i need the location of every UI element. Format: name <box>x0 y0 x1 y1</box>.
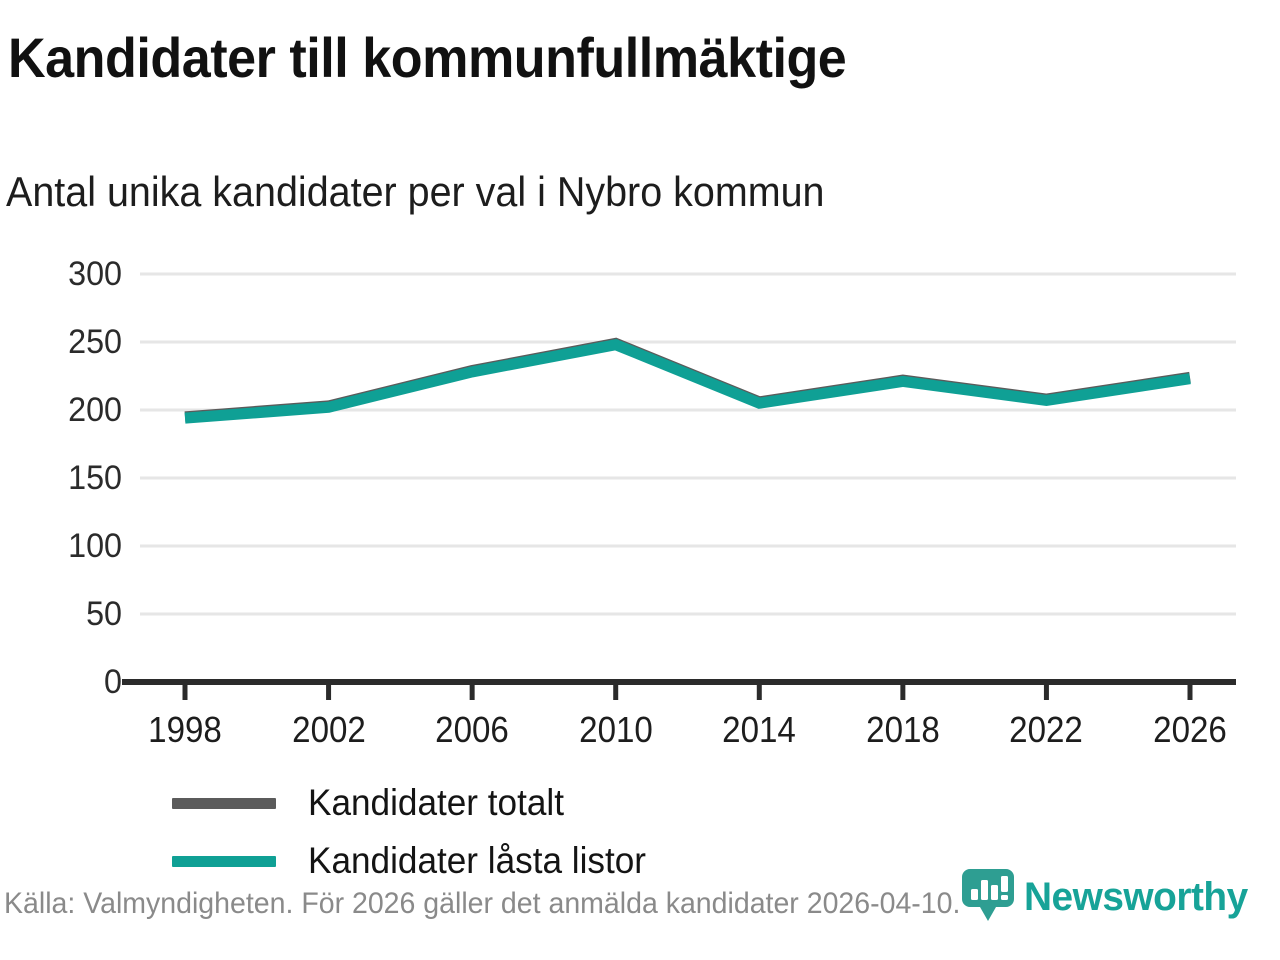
chart-footer: Källa: Valmyndigheten. För 2026 gäller d… <box>0 869 1280 944</box>
x-axis-tick-label: 2026 <box>1153 709 1227 750</box>
chart-legend: Kandidater totalt Kandidater låsta listo… <box>172 774 792 890</box>
legend-label-locked-lists: Kandidater låsta listor <box>308 840 647 881</box>
y-axis-tick-label: 150 <box>68 459 122 497</box>
x-axis-tick-label: 2014 <box>722 709 797 750</box>
source-note: Källa: Valmyndigheten. För 2026 gäller d… <box>4 887 961 920</box>
line-chart: 0 50 100 150 200 250 300 1998 2002 2006 2010 2014 2… <box>0 240 1280 881</box>
y-axis-tick-label: 200 <box>68 391 122 429</box>
x-axis-tick-label: 2022 <box>1009 709 1084 750</box>
legend-item-total[interactable]: Kandidater totalt <box>172 774 792 832</box>
logo-wordmark: Newsworthy <box>1024 875 1248 919</box>
newsworthy-pin-bars-icon <box>962 869 1014 921</box>
x-axis-tick-label: 2018 <box>866 709 940 750</box>
legend-item-locked-lists[interactable]: Kandidater låsta listor <box>172 832 792 890</box>
legend-label-total: Kandidater totalt <box>308 782 564 823</box>
x-axis-labels: 1998 2002 2006 2010 2014 2018 2022 2026 <box>0 240 1280 760</box>
y-axis-tick-label: 0 <box>104 663 122 701</box>
series-lines <box>184 337 1191 424</box>
x-axis-tick-label: 2010 <box>578 709 653 750</box>
y-axis-tick-label: 50 <box>86 595 122 633</box>
legend-swatch-locked-lists <box>172 855 276 867</box>
page-title: Kandidater till kommunfullmäktige <box>8 26 847 89</box>
chart-canvas <box>122 272 1236 700</box>
legend-swatch-total <box>172 797 276 809</box>
y-axis-labels: 0 50 100 150 200 250 300 <box>0 240 122 760</box>
x-axis-tick-label: 1998 <box>148 709 222 750</box>
x-axis-tick-label: 2006 <box>435 709 509 750</box>
series-line-locked-lists <box>184 339 1191 424</box>
x-axis-tick-label: 2002 <box>291 709 366 750</box>
page-subtitle: Antal unika kandidater per val i Nybro k… <box>6 168 825 215</box>
y-axis-tick-label: 100 <box>68 527 122 565</box>
y-axis-tick-label: 250 <box>68 323 122 361</box>
y-axis-tick-label: 300 <box>68 255 122 293</box>
newsworthy-logo[interactable]: Newsworthy <box>962 866 1255 928</box>
